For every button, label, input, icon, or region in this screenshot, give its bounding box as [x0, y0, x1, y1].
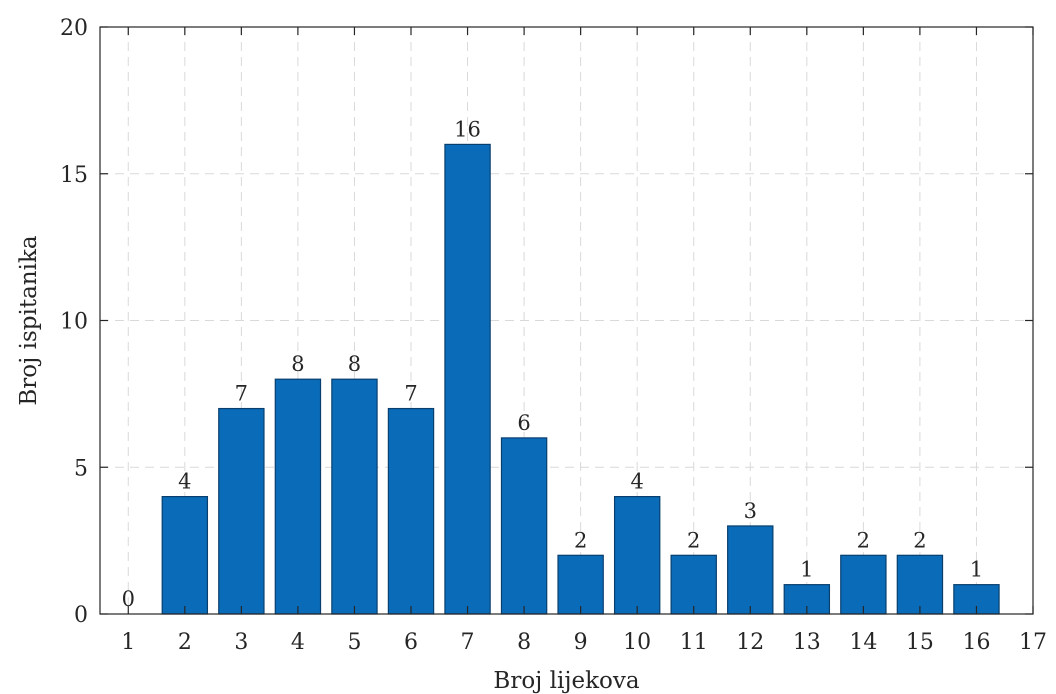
x-tick-label: 4 — [291, 630, 305, 655]
bar — [387, 407, 435, 615]
bar — [670, 554, 717, 615]
x-tick-label: 9 — [574, 630, 588, 655]
x-tick-label: 13 — [793, 630, 821, 655]
x-tick-label: 16 — [962, 630, 990, 655]
data-label: 2 — [857, 528, 870, 552]
x-tick-label: 2 — [178, 630, 192, 655]
data-label: 8 — [348, 352, 361, 376]
data-label: 2 — [913, 528, 926, 552]
data-label: 0 — [122, 587, 135, 611]
x-tick-label: 15 — [906, 630, 934, 655]
bar — [331, 378, 378, 615]
data-label: 4 — [630, 470, 643, 494]
data-label: 2 — [687, 528, 700, 552]
data-label: 7 — [235, 382, 248, 406]
x-tick-label: 12 — [736, 630, 764, 655]
bar — [500, 437, 548, 615]
y-tick-label: 15 — [60, 163, 88, 188]
data-labels: 0 4 7 8 8 7 16 6 2 4 2 3 1 2 2 1 — [122, 117, 984, 611]
x-axis-title: Broj lijekova — [493, 668, 639, 694]
data-label: 1 — [800, 558, 813, 582]
data-label: 16 — [454, 117, 481, 141]
x-tick-label: 3 — [234, 630, 248, 655]
bar — [783, 584, 831, 615]
x-tick-label: 1 — [121, 630, 135, 655]
data-label: 8 — [291, 352, 304, 376]
data-label: 4 — [178, 470, 191, 494]
bar — [218, 407, 265, 615]
bar — [557, 554, 604, 615]
x-tick-label: 7 — [461, 630, 475, 655]
x-tick-label: 8 — [517, 630, 531, 655]
y-tick-label: 20 — [60, 16, 88, 41]
x-tick-label: 6 — [404, 630, 418, 655]
y-tick-label: 0 — [74, 603, 88, 628]
data-label: 3 — [744, 499, 757, 523]
bar — [727, 525, 774, 615]
x-tick-label: 14 — [849, 630, 877, 655]
bar — [161, 496, 209, 615]
x-tick-label: 17 — [1019, 630, 1047, 655]
x-tick-label: 11 — [680, 630, 708, 655]
data-label: 2 — [574, 528, 587, 552]
y-axis-title: Broj ispitanika — [16, 235, 42, 405]
data-label: 6 — [517, 411, 530, 435]
data-label: 7 — [404, 382, 417, 406]
data-label: 1 — [970, 558, 983, 582]
y-tick-label: 10 — [60, 310, 88, 335]
x-tick-label: 10 — [623, 630, 651, 655]
bar — [613, 496, 661, 615]
bar — [444, 143, 491, 615]
x-tick-label: 5 — [347, 630, 361, 655]
y-tick-label: 5 — [74, 456, 88, 481]
bar — [896, 554, 944, 615]
bar — [274, 378, 322, 615]
bar — [840, 554, 887, 615]
bars — [161, 143, 1000, 615]
